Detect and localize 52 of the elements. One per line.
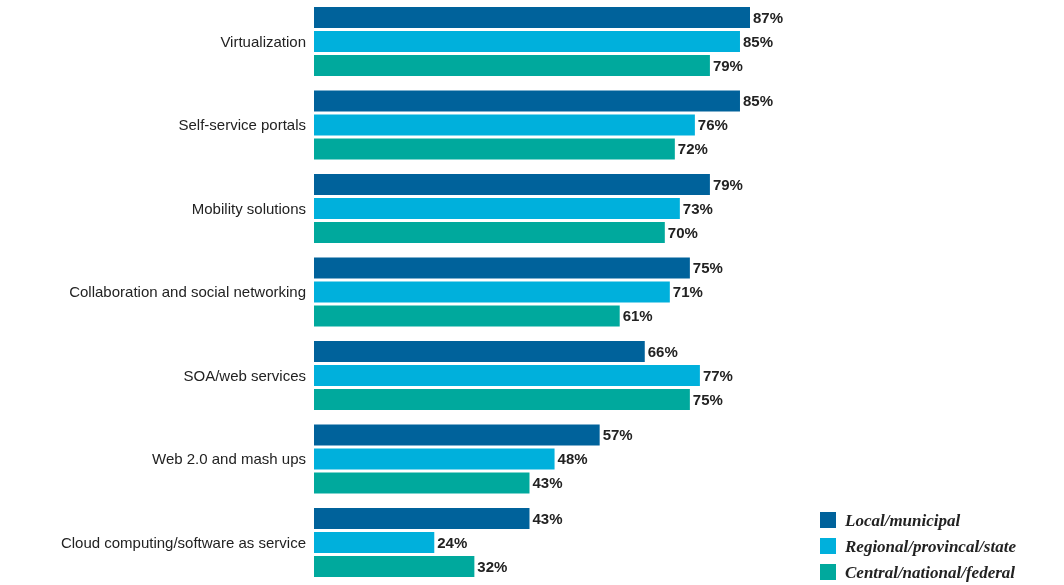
bar bbox=[314, 305, 620, 327]
bar bbox=[314, 90, 740, 112]
bar bbox=[314, 55, 710, 76]
data-label: 57% bbox=[602, 426, 633, 444]
bar bbox=[314, 7, 750, 28]
data-label: 75% bbox=[692, 390, 723, 408]
data-label: 43% bbox=[532, 509, 563, 527]
bar bbox=[314, 198, 680, 219]
y-tick-label: Collaboration and social networking bbox=[69, 283, 306, 301]
data-label: 48% bbox=[557, 450, 588, 468]
data-label: 76% bbox=[697, 116, 728, 134]
data-label: 43% bbox=[532, 474, 563, 492]
data-label: 66% bbox=[647, 342, 678, 360]
bar bbox=[314, 424, 600, 446]
bar bbox=[314, 281, 670, 303]
data-label: 85% bbox=[742, 92, 774, 110]
data-label: 85% bbox=[742, 32, 774, 50]
y-tick-label: Virtualization bbox=[220, 32, 306, 50]
data-label: 71% bbox=[672, 283, 703, 301]
bar bbox=[314, 532, 435, 553]
data-label: 77% bbox=[702, 366, 733, 384]
y-tick-label: SOA/web services bbox=[183, 366, 306, 384]
bar bbox=[314, 222, 665, 243]
data-label: 79% bbox=[712, 56, 743, 74]
bar bbox=[314, 389, 690, 410]
y-tick-label: Mobility solutions bbox=[191, 199, 306, 217]
data-label: 61% bbox=[622, 307, 653, 325]
legend-label: Central/national/federal bbox=[845, 562, 1016, 582]
y-tick-label: Web 2.0 and mash ups bbox=[152, 450, 306, 468]
bar bbox=[314, 31, 740, 52]
y-tick-label: Self-service portals bbox=[178, 116, 306, 134]
data-label: 24% bbox=[437, 533, 468, 551]
legend-label: Regional/provincal/state bbox=[844, 536, 1017, 556]
bar bbox=[314, 448, 555, 470]
data-label: 75% bbox=[692, 259, 723, 277]
bar bbox=[314, 174, 710, 195]
bar bbox=[314, 472, 530, 494]
bar bbox=[314, 556, 475, 577]
data-label: 87% bbox=[753, 8, 784, 26]
bar bbox=[314, 365, 700, 386]
data-label: 70% bbox=[667, 223, 698, 241]
bar bbox=[314, 508, 530, 529]
data-label: 72% bbox=[677, 140, 708, 158]
bar bbox=[314, 341, 645, 362]
bar bbox=[314, 257, 690, 279]
bar bbox=[314, 114, 695, 136]
legend-label: Local/municipal bbox=[844, 510, 961, 530]
data-label: 73% bbox=[682, 199, 713, 217]
bar bbox=[314, 138, 675, 160]
data-label: 79% bbox=[712, 175, 743, 193]
y-tick-label: Cloud computing/software as service bbox=[60, 533, 306, 551]
data-label: 32% bbox=[477, 557, 508, 575]
